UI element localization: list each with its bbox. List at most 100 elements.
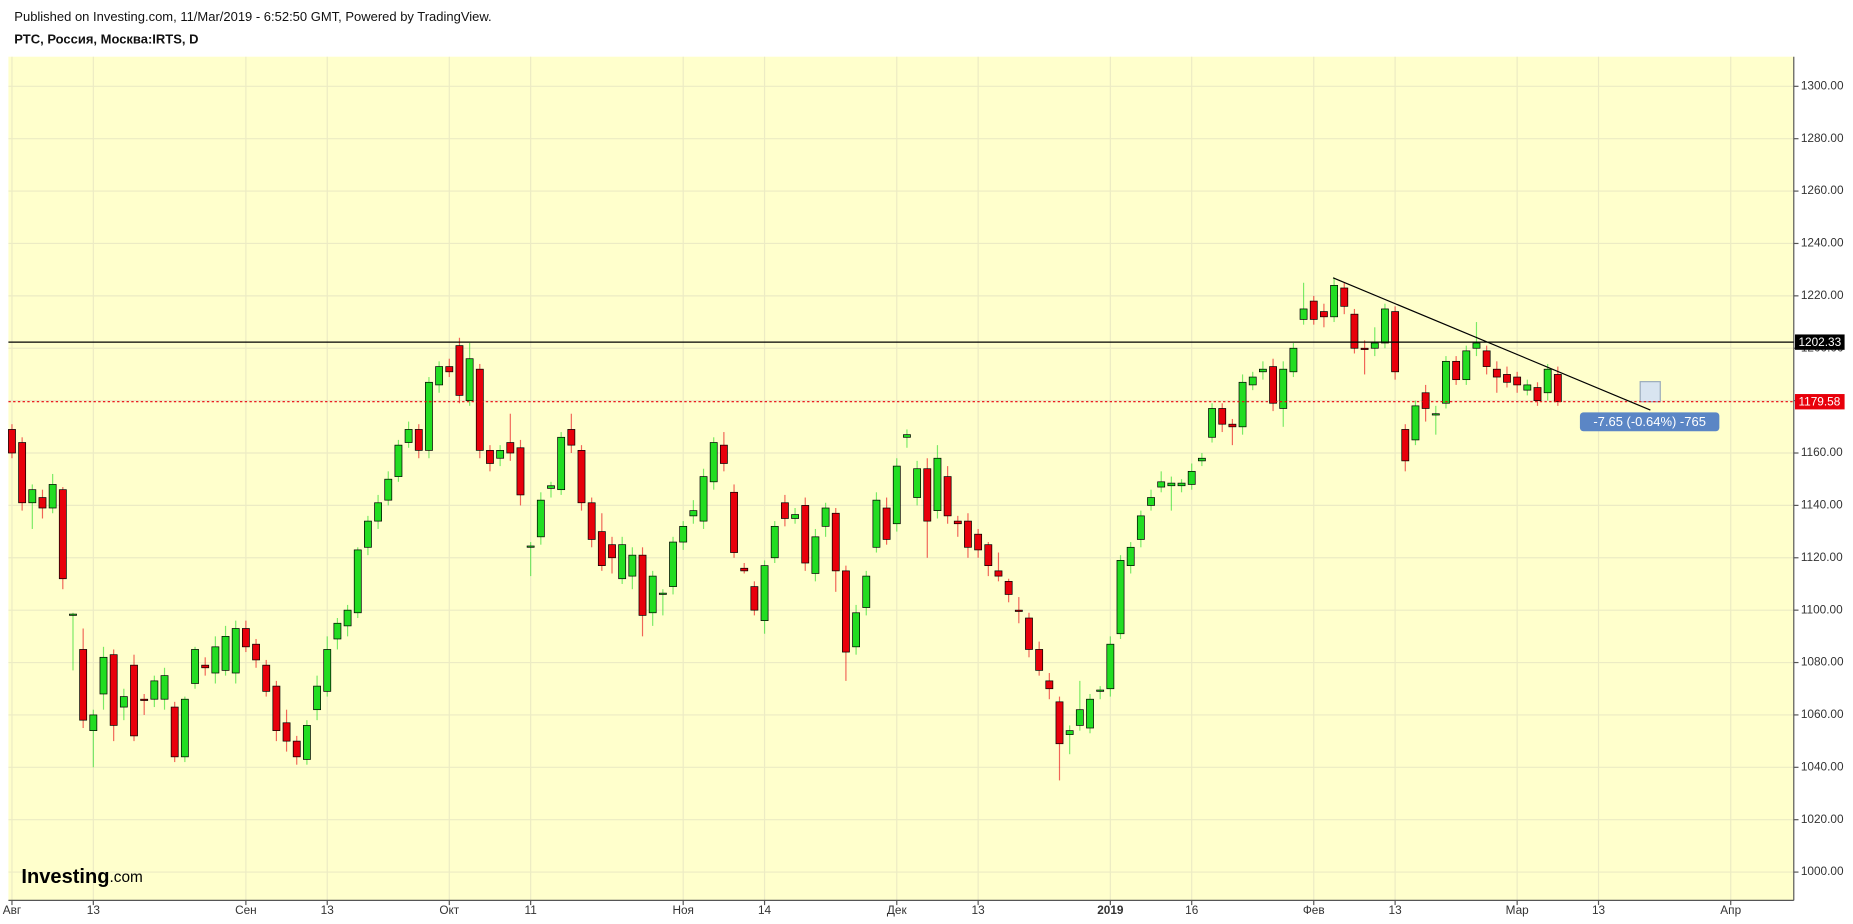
- candle-body: [689, 510, 698, 517]
- x-tick-label: 13: [1389, 903, 1403, 917]
- candle-body: [241, 628, 250, 648]
- candle-body: [425, 381, 433, 451]
- candle-body: [1320, 311, 1328, 318]
- candle-body: [577, 450, 586, 504]
- candle-body: [231, 628, 240, 674]
- x-tick-label: Дек: [887, 903, 908, 917]
- candle-body: [1177, 482, 1186, 487]
- candle-body: [811, 536, 820, 574]
- logo-name: Investing: [21, 866, 109, 888]
- candle-body: [953, 520, 962, 525]
- candle-body: [496, 450, 505, 459]
- candle-body: [1462, 350, 1471, 381]
- measure-box: [1579, 412, 1720, 432]
- candle-body: [618, 544, 627, 580]
- candle-body: [1157, 481, 1166, 488]
- candle-body: [384, 478, 393, 501]
- candle-body: [1543, 368, 1552, 394]
- candle-body: [38, 497, 47, 509]
- candle-body: [1309, 300, 1318, 320]
- candle-body: [1065, 730, 1074, 735]
- candle-body: [191, 649, 199, 684]
- price-badge-label: 1202.33: [1799, 335, 1842, 349]
- x-tick-label: Апр: [1720, 903, 1741, 917]
- candle-body: [1208, 408, 1216, 438]
- candle-body: [862, 575, 871, 608]
- candle-body: [1442, 360, 1450, 404]
- y-tick-label: 1020.00: [1801, 812, 1844, 826]
- candle-body: [791, 514, 799, 519]
- candle-body: [964, 520, 972, 548]
- x-tick-label: Авг: [3, 903, 21, 917]
- candle-body: [1360, 347, 1369, 350]
- candle-body: [933, 457, 942, 511]
- candle-body: [1431, 413, 1440, 416]
- x-tick-label: Фев: [1303, 903, 1325, 917]
- candle-body: [1075, 709, 1084, 726]
- candle-body: [567, 429, 576, 446]
- candle-body: [1340, 287, 1349, 307]
- x-tick-label: 2019: [1097, 903, 1124, 917]
- candle-body: [1289, 347, 1298, 373]
- candle-body: [1269, 366, 1277, 404]
- candle-body: [608, 544, 616, 559]
- candle-body: [1421, 392, 1430, 409]
- candle-body: [1045, 680, 1054, 690]
- candle-body: [1197, 457, 1206, 462]
- candle-body: [89, 714, 98, 731]
- y-tick-label: 1140.00: [1801, 498, 1843, 512]
- candle-body: [404, 429, 413, 443]
- candle-body: [1055, 701, 1064, 745]
- candle-body: [1228, 423, 1237, 428]
- x-tick-label: Окт: [439, 903, 459, 917]
- candle-body: [1126, 546, 1135, 566]
- price-badge-label: 1179.58: [1799, 394, 1841, 408]
- candle-body: [353, 549, 362, 614]
- candle-body: [587, 502, 596, 540]
- candle-body: [842, 570, 850, 653]
- y-tick-label: 1300.00: [1801, 78, 1844, 92]
- x-tick-label: 13: [1592, 903, 1606, 917]
- candle-body: [658, 592, 667, 595]
- y-tick-label: 1040.00: [1801, 759, 1844, 773]
- candle-body: [821, 507, 830, 527]
- candle-body: [28, 489, 37, 504]
- candle-body: [730, 491, 738, 553]
- candle-body: [516, 447, 525, 496]
- candle-body: [1503, 374, 1511, 383]
- candle-body: [781, 502, 789, 519]
- candle-body: [852, 612, 860, 648]
- candle-body: [119, 696, 128, 708]
- candle-body: [1116, 560, 1125, 635]
- candle-body: [109, 654, 118, 726]
- candle-body: [292, 740, 301, 758]
- x-tick-label: Ноя: [672, 903, 693, 917]
- candle-body: [48, 484, 57, 509]
- y-tick-label: 1260.00: [1801, 183, 1844, 197]
- candle-body: [679, 525, 688, 543]
- candle-body: [669, 541, 677, 587]
- candle-body: [1004, 580, 1013, 595]
- candle-body: [1452, 360, 1461, 381]
- candle-body: [486, 450, 494, 464]
- candle-body: [974, 533, 983, 551]
- candle-body: [1147, 497, 1155, 506]
- candle-body: [1238, 381, 1247, 428]
- candle-body: [547, 485, 555, 489]
- measure-range: [1639, 381, 1661, 403]
- y-tick-label: 1240.00: [1801, 236, 1844, 250]
- candle-body: [323, 649, 332, 692]
- y-tick-label: 1280.00: [1801, 131, 1844, 145]
- candle-body: [18, 442, 27, 504]
- candle-body: [414, 429, 423, 451]
- candle-body: [1513, 376, 1522, 386]
- candle-body: [282, 722, 291, 742]
- candle-body: [1533, 387, 1542, 401]
- candle-body: [364, 520, 372, 548]
- candle-body: [1014, 609, 1023, 612]
- candle-body: [557, 436, 566, 491]
- candle-body: [994, 570, 1003, 577]
- candle-body: [1106, 643, 1115, 690]
- candle-body: [1187, 470, 1196, 485]
- x-tick-label: 13: [87, 903, 101, 917]
